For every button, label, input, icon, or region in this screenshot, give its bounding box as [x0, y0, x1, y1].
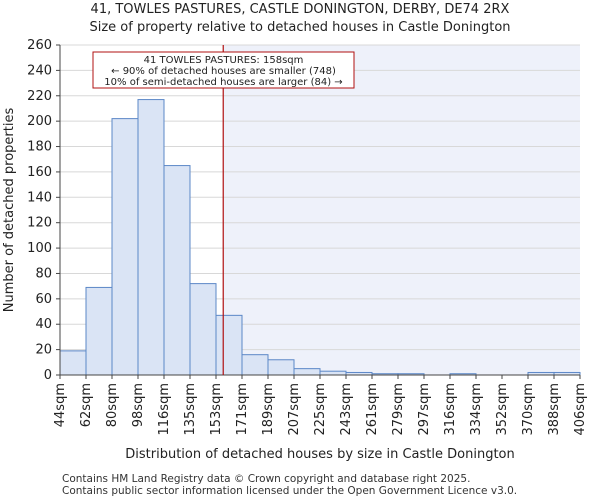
y-tick-label: 200: [27, 114, 52, 129]
x-tick-label: 135sqm: [183, 383, 198, 436]
histogram-bar: [111, 118, 139, 376]
x-tick-label: 261sqm: [365, 383, 380, 436]
histogram-bar: [267, 359, 295, 376]
x-tick-label: 98sqm: [131, 383, 146, 427]
y-tick-label: 0: [44, 368, 52, 383]
x-tick-label: 406sqm: [573, 383, 588, 436]
x-tick-label: 297sqm: [417, 383, 432, 436]
x-tick-label: 334sqm: [469, 383, 484, 436]
chart-subtitle: Size of property relative to detached ho…: [89, 20, 511, 35]
y-tick-label: 220: [27, 89, 52, 104]
histogram-bar: [163, 165, 191, 376]
annotation-line-3: 10% of semi-detached houses are larger (…: [104, 77, 342, 88]
histogram-bar: [85, 286, 113, 376]
y-tick-label: 240: [27, 63, 52, 78]
y-tick-label: 80: [35, 266, 52, 281]
histogram-bar: [215, 314, 243, 376]
annotation-line-2: ← 90% of detached houses are smaller (74…: [111, 66, 336, 77]
y-axis-title: Number of detached properties: [2, 108, 17, 313]
histogram-bar: [319, 370, 347, 376]
y-tick-label: 160: [27, 165, 52, 180]
y-tick-label: 180: [27, 140, 52, 155]
x-tick-label: 153sqm: [209, 383, 224, 436]
x-tick-label: 352sqm: [495, 383, 510, 436]
y-tick-label: 40: [35, 317, 52, 332]
footer-copyright: Contains HM Land Registry data © Crown c…: [62, 473, 471, 485]
x-tick-label: 44sqm: [53, 383, 68, 427]
x-axis-title: Distribution of detached houses by size …: [125, 447, 514, 462]
annotation-line-1: 41 TOWLES PASTURES: 158sqm: [144, 55, 304, 66]
y-tick-label: 260: [27, 38, 52, 53]
x-tick-label: 171sqm: [235, 383, 250, 436]
histogram-bar: [59, 350, 87, 376]
y-tick-label: 100: [27, 241, 52, 256]
histogram-bar: [137, 99, 165, 376]
x-tick-label: 243sqm: [339, 383, 354, 436]
x-tick-label: 207sqm: [287, 383, 302, 436]
y-tick-label: 140: [27, 190, 52, 205]
histogram-bar: [293, 368, 321, 376]
x-tick-label: 279sqm: [391, 383, 406, 436]
annotation-box: [92, 51, 355, 89]
y-tick-label: 60: [35, 292, 52, 307]
histogram-bar: [241, 354, 269, 376]
x-tick-label: 116sqm: [157, 383, 172, 436]
x-tick-label: 316sqm: [443, 383, 458, 436]
x-tick-label: 189sqm: [261, 383, 276, 436]
x-tick-label: 80sqm: [105, 383, 120, 427]
footer-licence: Contains public sector information licen…: [62, 485, 518, 497]
histogram-bar: [189, 283, 217, 376]
x-tick-label: 225sqm: [313, 383, 328, 436]
y-tick-label: 120: [27, 216, 52, 231]
histogram-chart: 0 20 40 60 80 100 120 140 160 180 200 220 240 260 44sq…: [2, 38, 588, 462]
x-tick-label: 388sqm: [547, 383, 562, 436]
y-tick-label: 20: [35, 343, 52, 358]
x-tick-label: 62sqm: [79, 383, 94, 427]
x-tick-label: 370sqm: [521, 383, 536, 436]
shade-region: [223, 45, 580, 375]
chart-title: 41, TOWLES PASTURES, CASTLE DONINGTON, D…: [90, 2, 510, 17]
